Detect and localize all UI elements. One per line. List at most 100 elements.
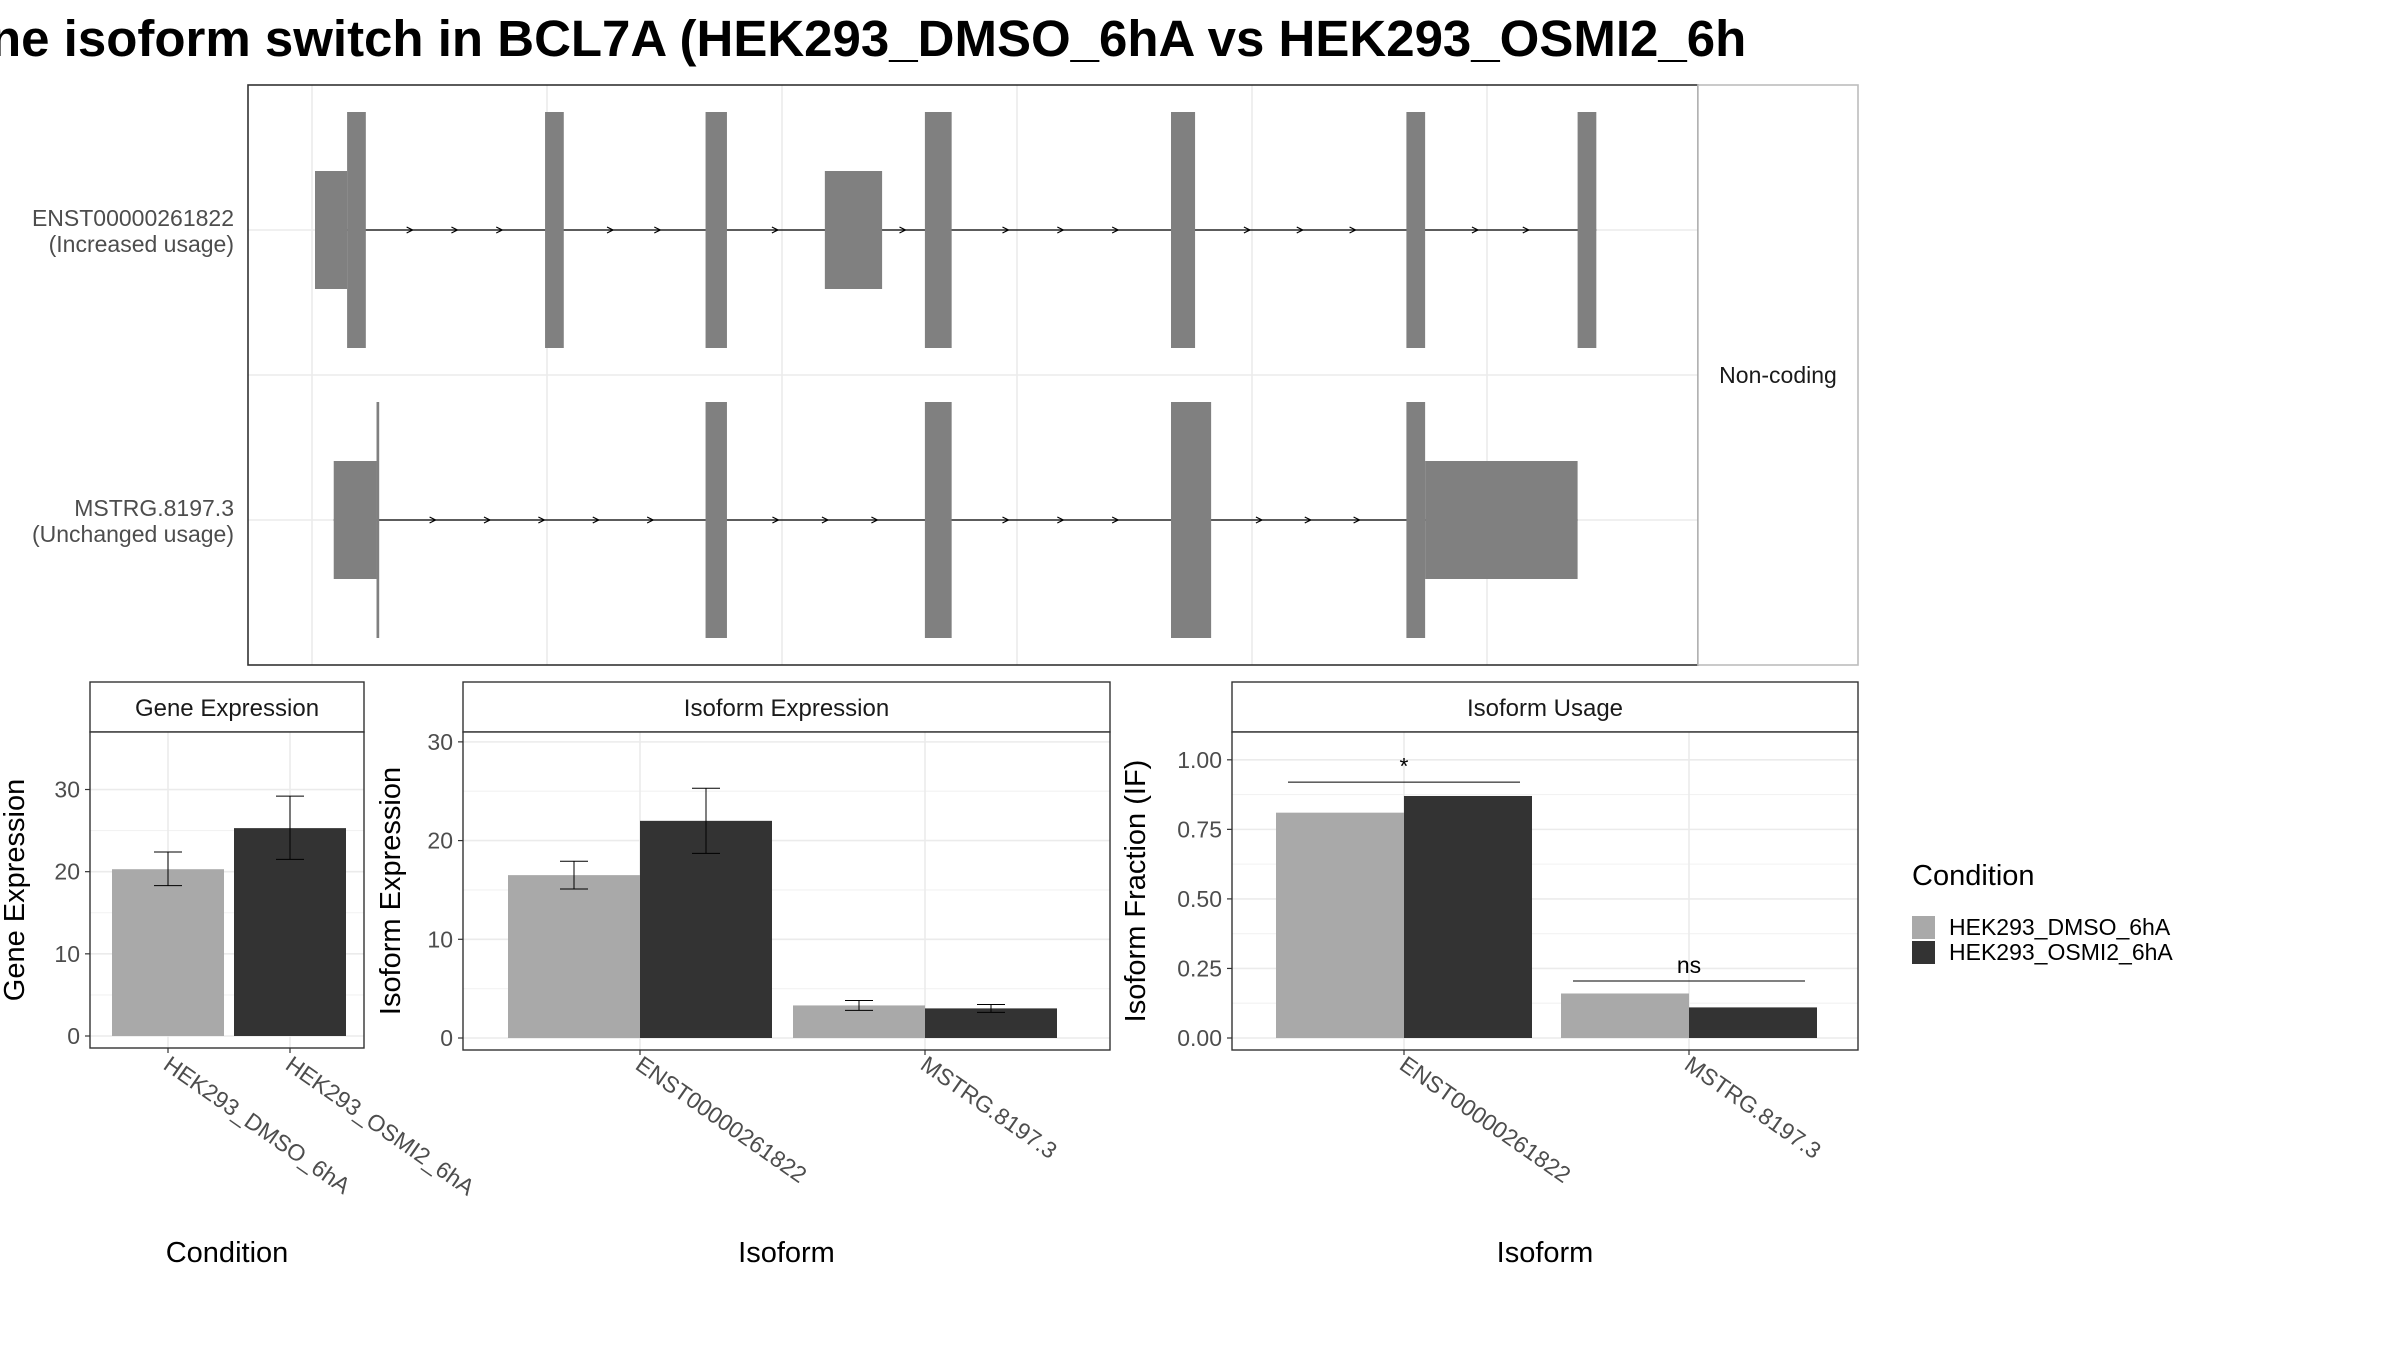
- coding-exon: [1577, 112, 1597, 348]
- intron-direction-arrow: [821, 516, 830, 524]
- intron-direction-arrow: [772, 516, 780, 524]
- y-tick-label: 20: [54, 859, 80, 885]
- intron-direction-arrow: [1111, 226, 1120, 234]
- intron-direction-arrow: [429, 516, 437, 524]
- coding-exon: [924, 402, 952, 638]
- strip-label: Non-coding: [1719, 362, 1837, 388]
- coding-exon: [705, 402, 727, 638]
- utr-exon: [333, 461, 377, 579]
- intron-direction-arrow: [1057, 516, 1065, 524]
- panel-strip-title: Isoform Usage: [1467, 695, 1623, 722]
- intron-direction-arrow: [1057, 226, 1065, 234]
- intron-direction-arrow: [1349, 226, 1357, 234]
- bar: [1404, 795, 1532, 1038]
- y-tick-label: 10: [427, 926, 453, 952]
- intron-direction-arrow: [899, 226, 907, 234]
- y-tick-label: 0: [67, 1023, 80, 1049]
- y-tick-label: 0.25: [1177, 955, 1222, 981]
- legend-label: HEK293_OSMI2_6hA: [1949, 939, 2173, 965]
- intron-direction-arrow: [1304, 516, 1313, 524]
- y-tick-label: 10: [54, 941, 80, 967]
- intron-direction-arrow: [654, 226, 662, 234]
- chart-panel: Isoform Expression 0 10 20 30 ENST00000261822…: [375, 681, 1111, 1269]
- coding-exon: [924, 112, 952, 348]
- intron-direction-arrow: [646, 516, 655, 524]
- coding-exon: [1406, 112, 1426, 348]
- intron-direction-arrow: [592, 516, 601, 524]
- intron-direction-arrow: [1471, 226, 1480, 234]
- y-tick-label: 30: [427, 729, 453, 755]
- panel-strip: [89, 681, 365, 733]
- transcript-usage-label: (Unchanged usage): [32, 521, 234, 547]
- y-tick-label: 20: [427, 828, 453, 854]
- y-tick-label: 0.75: [1177, 816, 1222, 842]
- figure-title: ne isoform switch in BCL7A (HEK293_DMSO_…: [0, 10, 1746, 67]
- panel-border: [1231, 731, 1859, 1051]
- intron-direction-arrow: [1522, 226, 1531, 234]
- utr-exon: [1425, 461, 1578, 579]
- y-tick-label: 30: [54, 777, 80, 803]
- panel-border: [462, 731, 1111, 1051]
- bar-chart-panels: Gene Expression0102030HEK293_DMSO_6hAHEK…: [0, 681, 1859, 1269]
- intron-direction-arrow: [1353, 516, 1361, 524]
- x-axis-title: Isoform: [738, 1237, 835, 1269]
- bar: [508, 875, 640, 1038]
- panel-strip-title: Gene Expression: [135, 695, 319, 722]
- transcript-structure-panel: ENST00000261822(Increased usage) MSTRG.81…: [32, 84, 1859, 666]
- coding-exon: [376, 402, 380, 638]
- bar: [112, 869, 224, 1036]
- intron-direction-arrow: [483, 516, 492, 524]
- intron-direction-arrow: [1111, 516, 1120, 524]
- coding-exon: [545, 112, 564, 348]
- intron-direction-arrow: [1243, 226, 1252, 234]
- y-tick-label: 0.00: [1177, 1025, 1222, 1051]
- x-axis-title: Isoform: [1497, 1237, 1594, 1269]
- intron-direction-arrow: [1255, 516, 1264, 524]
- legend-swatch: [1912, 941, 1935, 964]
- x-tick-label: MSTRG.8197.3: [1680, 1051, 1826, 1164]
- bar: [234, 828, 346, 1036]
- intron-direction-arrow: [1296, 226, 1305, 234]
- legend-label: HEK293_DMSO_6hA: [1949, 914, 2171, 940]
- coding-exon: [347, 112, 366, 348]
- chart-panel: Isoform Usage 0.00 0.25 0.50 0.75 1.00 * ns ENST…: [1120, 681, 1859, 1269]
- intron-direction-arrow: [1002, 516, 1010, 524]
- significance-label: ns: [1677, 952, 1701, 978]
- bar: [925, 1008, 1057, 1038]
- significance-label: *: [1400, 753, 1409, 779]
- panel-border: [89, 731, 365, 1049]
- x-tick-label: MSTRG.8197.3: [916, 1051, 1062, 1164]
- coding-exon: [1171, 402, 1212, 638]
- coding-exon: [1171, 112, 1196, 348]
- transcript-label: ENST00000261822: [32, 205, 234, 231]
- panel-strip: [462, 681, 1111, 733]
- utr-exon: [824, 171, 883, 289]
- utr-exon: [315, 171, 348, 289]
- intron-direction-arrow: [606, 226, 615, 234]
- panel-strip: [1231, 681, 1859, 733]
- coding-exon: [1406, 402, 1426, 638]
- legend-swatch: [1912, 916, 1935, 939]
- bar: [1689, 1007, 1817, 1038]
- legend-title: Condition: [1912, 860, 2035, 892]
- chart-panel: Gene Expression0102030HEK293_DMSO_6hAHEK…: [0, 681, 480, 1269]
- y-tick-label: 1.00: [1177, 747, 1222, 773]
- y-tick-label: 0: [440, 1025, 453, 1051]
- x-tick-label: ENST00000261822: [631, 1051, 811, 1188]
- bar: [1276, 812, 1404, 1038]
- intron-direction-arrow: [451, 226, 459, 234]
- y-axis-title: Isoform Fraction (IF): [1120, 760, 1152, 1023]
- y-tick-label: 0.50: [1177, 886, 1222, 912]
- transcript-label: MSTRG.8197.3: [74, 495, 234, 521]
- coding-exon: [705, 112, 727, 348]
- intron-direction-arrow: [495, 226, 504, 234]
- x-axis-title: Condition: [166, 1237, 289, 1269]
- bar: [640, 820, 772, 1038]
- intron-direction-arrow: [406, 226, 414, 234]
- intron-direction-arrow: [871, 516, 879, 524]
- x-tick-label: ENST00000261822: [1395, 1051, 1575, 1188]
- bar: [1561, 993, 1689, 1038]
- transcript-usage-label: (Increased usage): [49, 231, 234, 257]
- intron-direction-arrow: [1002, 226, 1010, 234]
